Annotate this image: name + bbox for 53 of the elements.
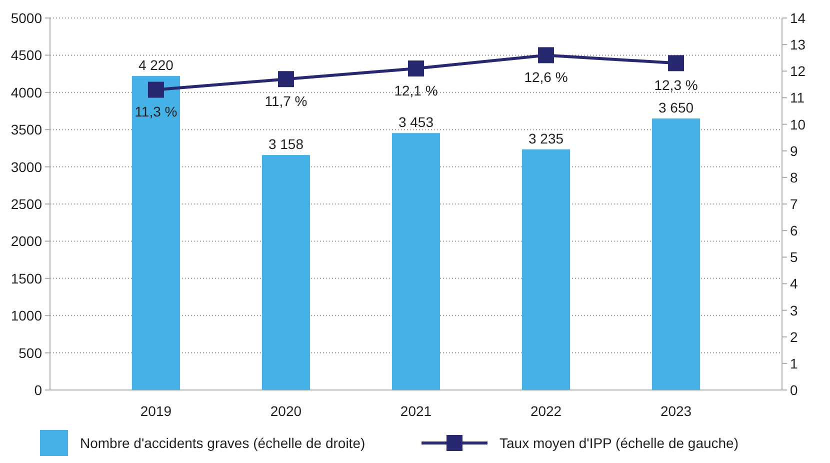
bar <box>522 149 570 390</box>
bar <box>132 76 180 390</box>
y-tick-label: 5000 <box>10 10 42 26</box>
y-tick-label: 1500 <box>10 270 42 286</box>
y2-tick-label: 13 <box>790 36 806 53</box>
bar <box>392 133 440 390</box>
data-label: 3 453 <box>398 114 434 130</box>
y2-tick-label: 7 <box>790 196 798 212</box>
y2-tick-label: 0 <box>790 382 798 398</box>
y2-tick-label: 5 <box>790 249 798 266</box>
data-label: 12,3 % <box>654 77 698 94</box>
y2-tick-label: 3 <box>790 302 798 318</box>
y-tick-label: 2000 <box>10 233 42 250</box>
bar <box>262 155 310 390</box>
y2-tick-label: 4 <box>790 276 798 292</box>
data-label: 11,3 % <box>134 104 178 120</box>
y-tick-label: 3500 <box>10 122 42 138</box>
x-tick-label: 2020 <box>270 403 302 419</box>
x-tick-label: 2022 <box>530 403 562 419</box>
y-tick-label: 500 <box>18 344 42 361</box>
data-label: 12,1 % <box>394 82 438 98</box>
x-tick-label: 2023 <box>660 403 692 419</box>
point <box>148 82 164 98</box>
data-label: 3 158 <box>268 136 304 152</box>
legend-label: Nombre d'accidents graves (échelle de droite) <box>80 435 366 451</box>
y2-tick-label: 12 <box>790 63 806 80</box>
bar <box>652 118 700 390</box>
point <box>538 47 554 64</box>
data-label: 12,6 % <box>524 69 568 86</box>
y2-tick-label: 8 <box>790 169 798 186</box>
y2-tick-label: 11 <box>790 90 805 106</box>
point <box>278 71 294 88</box>
data-label: 11,7 % <box>264 93 308 110</box>
data-label: 3 235 <box>528 130 564 146</box>
y-tick-label: 3000 <box>10 158 42 175</box>
y2-tick-label: 14 <box>790 10 806 26</box>
y2-tick-label: 2 <box>790 328 798 345</box>
y2-tick-label: 10 <box>790 116 806 132</box>
y-tick-label: 0 <box>34 382 42 398</box>
y-tick-label: 2500 <box>10 196 42 212</box>
legend-label: Taux moyen d'IPP (échelle de gauche) <box>500 435 739 451</box>
y2-tick-label: 6 <box>790 222 798 239</box>
y-tick-label: 1000 <box>10 308 42 324</box>
y2-tick-label: 1 <box>790 355 798 372</box>
y-tick-label: 4000 <box>10 84 42 100</box>
point <box>408 60 424 76</box>
y-tick-label: 4500 <box>10 47 42 64</box>
data-label: 3 650 <box>658 99 694 116</box>
y2-tick-label: 9 <box>790 142 798 159</box>
x-tick-label: 2021 <box>400 403 432 419</box>
point <box>668 55 684 72</box>
data-label: 4 220 <box>138 57 174 74</box>
x-tick-label: 2019 <box>140 403 172 419</box>
